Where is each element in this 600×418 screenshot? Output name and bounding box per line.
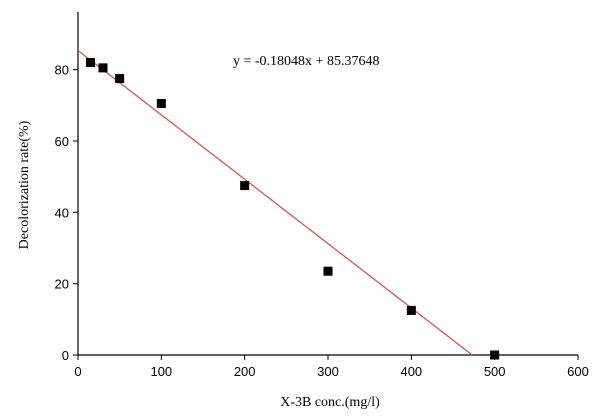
x-tick-label: 300	[317, 364, 339, 379]
y-ticks: 0 20 40 60 80	[55, 63, 78, 363]
x-axis-title: X-3B conc.(mg/l)	[280, 395, 380, 410]
y-tick-label: 60	[55, 134, 69, 149]
data-point	[115, 74, 125, 84]
equation-annotation: y = -0.18048x + 85.37648	[233, 54, 379, 69]
x-tick-label: 200	[234, 364, 256, 379]
data-point	[323, 266, 333, 276]
x-tick-label: 600	[567, 364, 589, 379]
data-points	[86, 58, 500, 360]
fit-line-group	[77, 49, 473, 356]
data-point	[406, 305, 416, 315]
x-ticks: 0 100 200 300 400 500 600	[74, 355, 589, 379]
fit-line	[77, 49, 473, 356]
y-tick-label: 20	[55, 277, 69, 292]
y-tick-label: 80	[55, 63, 69, 78]
data-point	[156, 99, 166, 109]
data-point	[490, 350, 500, 360]
y-tick-label: 40	[55, 205, 69, 220]
x-tick-label: 100	[150, 364, 172, 379]
x-tick-label: 400	[400, 364, 422, 379]
data-point	[98, 63, 108, 73]
y-tick-label: 0	[62, 348, 69, 363]
x-tick-label: 0	[74, 364, 81, 379]
y-axis-title: Decolorization rate(%)	[17, 120, 32, 249]
data-point	[86, 58, 95, 68]
data-point	[240, 181, 250, 191]
x-tick-label: 500	[484, 364, 506, 379]
